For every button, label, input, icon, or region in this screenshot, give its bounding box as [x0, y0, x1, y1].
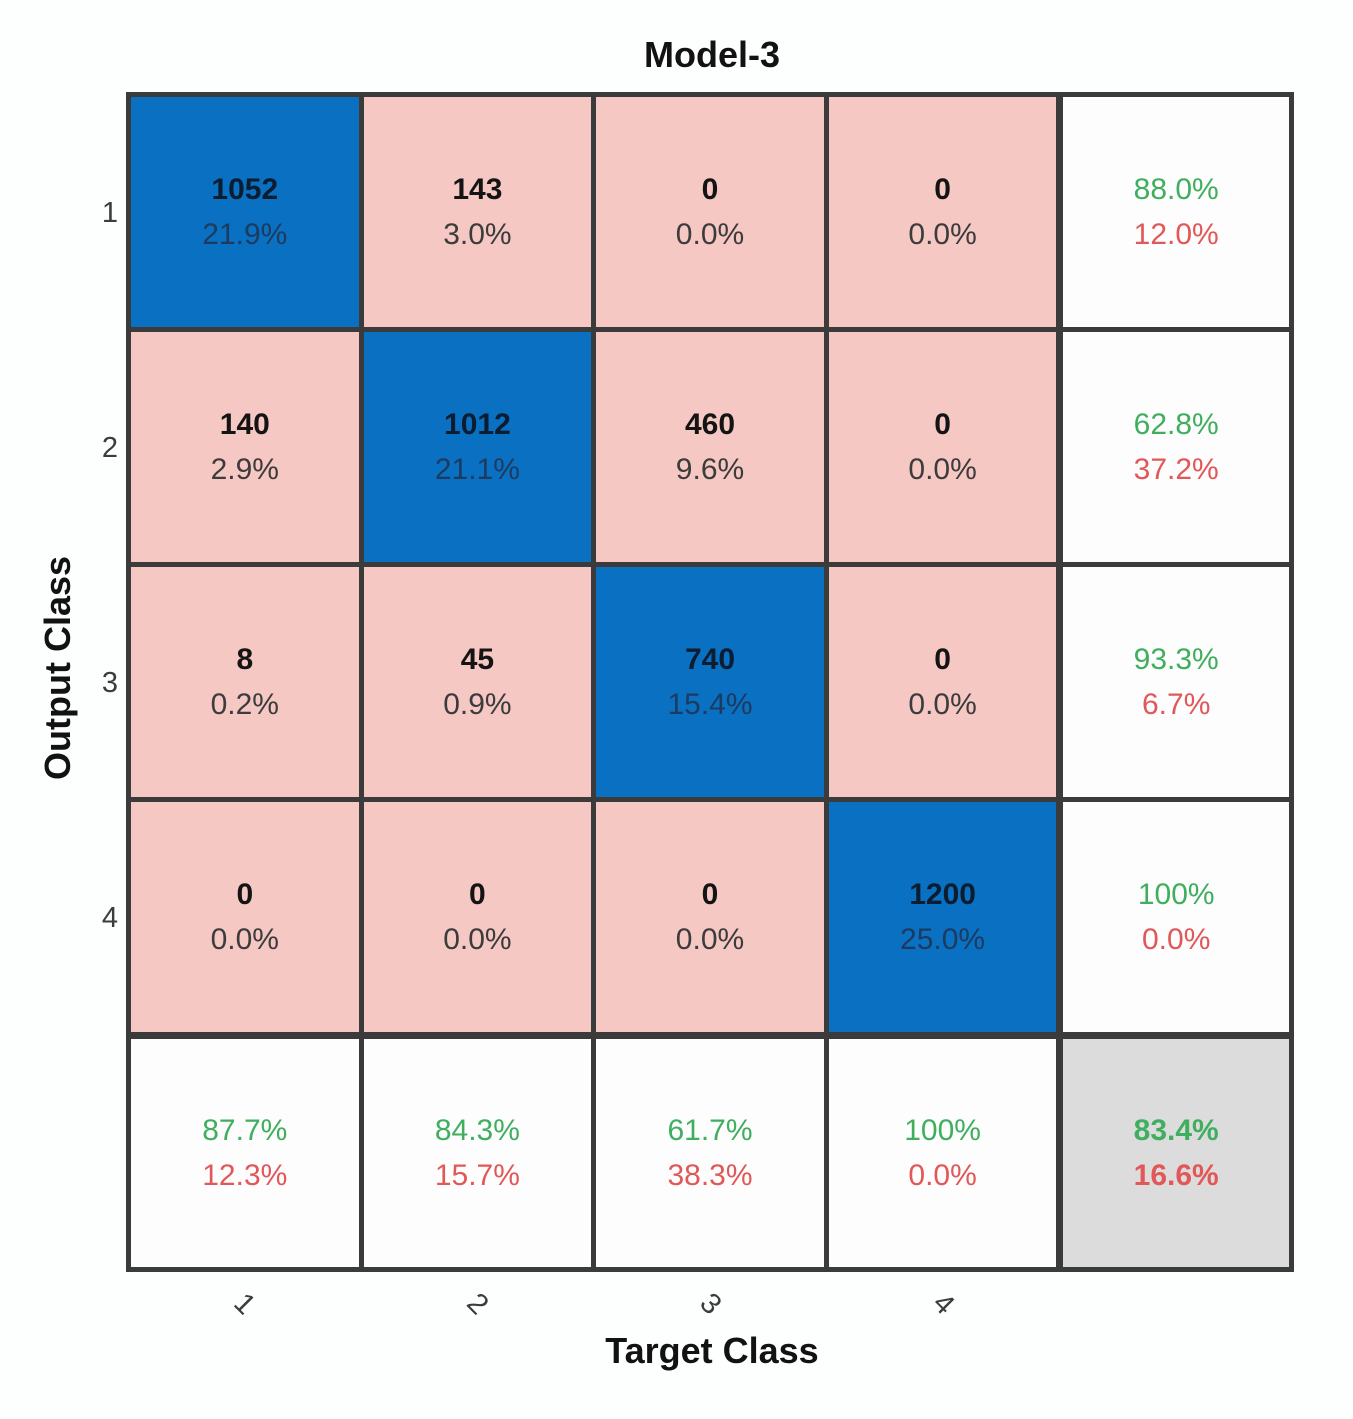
- row-summary-cell-4: 100% 0.0%: [1061, 802, 1289, 1032]
- cell-count: 0: [934, 643, 951, 676]
- row-recall-value: 62.8%: [1133, 408, 1219, 441]
- cell-count: 0: [701, 878, 719, 911]
- row-summary-cell-2: 62.8% 37.2%: [1061, 332, 1289, 562]
- col-precision-value: 84.3%: [434, 1114, 520, 1147]
- cell-percent: 0.9%: [443, 688, 512, 721]
- cell-percent: 0.2%: [210, 688, 279, 721]
- matrix-cell-r4c3: 0 0.0%: [596, 802, 824, 1032]
- cell-percent: 0.0%: [675, 218, 745, 251]
- overall-accuracy-value: 83.4%: [1133, 1114, 1219, 1147]
- row-error-value: 6.7%: [1142, 688, 1211, 721]
- x-tick-3: 3: [693, 1287, 728, 1322]
- matrix-cell-r2c1: 140 2.9%: [131, 332, 359, 562]
- cell-count: 143: [452, 173, 503, 206]
- cell-percent: 9.6%: [675, 453, 745, 486]
- cell-count: 0: [469, 878, 486, 911]
- y-tick-3: 3: [101, 667, 118, 699]
- matrix-cell-r4c1: 0 0.0%: [131, 802, 359, 1032]
- chart-title: Model-3: [643, 34, 780, 75]
- col-summary-cell-4: 100% 0.0%: [828, 1037, 1057, 1267]
- col-summary-cell-2: 84.3% 15.7%: [363, 1037, 592, 1267]
- col-error-value: 15.7%: [434, 1159, 520, 1192]
- row-recall-value: 88.0%: [1133, 173, 1219, 206]
- cell-percent: 25.0%: [900, 923, 986, 956]
- y-tick-4: 4: [101, 902, 118, 934]
- cell-count: 8: [236, 643, 254, 676]
- cell-percent: 15.4%: [667, 688, 753, 721]
- cell-count: 45: [460, 643, 495, 676]
- cell-percent: 0.0%: [210, 923, 279, 956]
- cell-percent: 0.0%: [908, 688, 977, 721]
- cell-percent: 0.0%: [908, 453, 977, 486]
- matrix-cell-r1c4: 0 0.0%: [828, 97, 1057, 327]
- cell-count: 140: [219, 408, 270, 441]
- cell-percent: 0.0%: [908, 218, 977, 251]
- cell-percent: 0.0%: [675, 923, 745, 956]
- col-summary-cell-3: 61.7% 38.3%: [596, 1037, 824, 1267]
- matrix-cell-r1c2: 143 3.0%: [363, 97, 592, 327]
- cell-count: 0: [934, 408, 951, 441]
- cell-percent: 0.0%: [443, 923, 512, 956]
- overall-accuracy-cell: 83.4% 16.6%: [1061, 1037, 1289, 1267]
- cell-percent: 21.9%: [202, 218, 288, 251]
- overall-error-value: 16.6%: [1133, 1159, 1219, 1192]
- matrix-cell-r3c2: 45 0.9%: [363, 567, 592, 797]
- row-error-value: 12.0%: [1133, 218, 1219, 251]
- x-tick-2: 2: [460, 1287, 495, 1322]
- matrix-cell-r2c4: 0 0.0%: [828, 332, 1057, 562]
- cell-count: 740: [684, 643, 736, 676]
- confusion-matrix-grid: 1052 21.9% 143 3.0% 0 0.0% 0 0.0% 88.0% …: [126, 92, 1294, 1272]
- cell-percent: 21.1%: [434, 453, 520, 486]
- col-error-value: 12.3%: [202, 1159, 288, 1192]
- row-error-value: 37.2%: [1133, 453, 1219, 486]
- matrix-cell-r1c1: 1052 21.9%: [131, 97, 359, 327]
- cell-count: 0: [236, 878, 254, 911]
- x-tick-4: 4: [926, 1287, 961, 1322]
- cell-count: 1052: [211, 173, 279, 206]
- matrix-cell-r3c1: 8 0.2%: [131, 567, 359, 797]
- cell-count: 460: [684, 408, 736, 441]
- matrix-cell-r4c4: 1200 25.0%: [828, 802, 1057, 1032]
- col-error-value: 0.0%: [908, 1159, 977, 1192]
- x-axis-label: Target Class: [605, 1330, 819, 1371]
- matrix-cell-r2c2: 1012 21.1%: [363, 332, 592, 562]
- col-precision-value: 61.7%: [667, 1114, 753, 1147]
- cell-count: 0: [701, 173, 719, 206]
- cell-count: 1012: [444, 408, 511, 441]
- matrix-cell-r1c3: 0 0.0%: [596, 97, 824, 327]
- cell-count: 0: [934, 173, 951, 206]
- matrix-cell-r2c3: 460 9.6%: [596, 332, 824, 562]
- row-summary-cell-3: 93.3% 6.7%: [1061, 567, 1289, 797]
- col-error-value: 38.3%: [667, 1159, 753, 1192]
- row-recall-value: 93.3%: [1133, 643, 1219, 676]
- row-recall-value: 100%: [1137, 878, 1215, 911]
- x-tick-1: 1: [227, 1287, 262, 1322]
- row-error-value: 0.0%: [1142, 923, 1211, 956]
- y-tick-1: 1: [101, 197, 118, 229]
- matrix-cell-r3c4: 0 0.0%: [828, 567, 1057, 797]
- matrix-cell-r3c3: 740 15.4%: [596, 567, 824, 797]
- col-precision-value: 87.7%: [202, 1114, 288, 1147]
- col-precision-value: 100%: [904, 1114, 981, 1147]
- y-tick-2: 2: [101, 432, 118, 464]
- cell-percent: 2.9%: [210, 453, 279, 486]
- row-summary-cell-1: 88.0% 12.0%: [1061, 97, 1289, 327]
- matrix-cell-r4c2: 0 0.0%: [363, 802, 592, 1032]
- col-summary-cell-1: 87.7% 12.3%: [131, 1037, 359, 1267]
- cell-count: 1200: [909, 878, 976, 911]
- cell-percent: 3.0%: [443, 218, 512, 251]
